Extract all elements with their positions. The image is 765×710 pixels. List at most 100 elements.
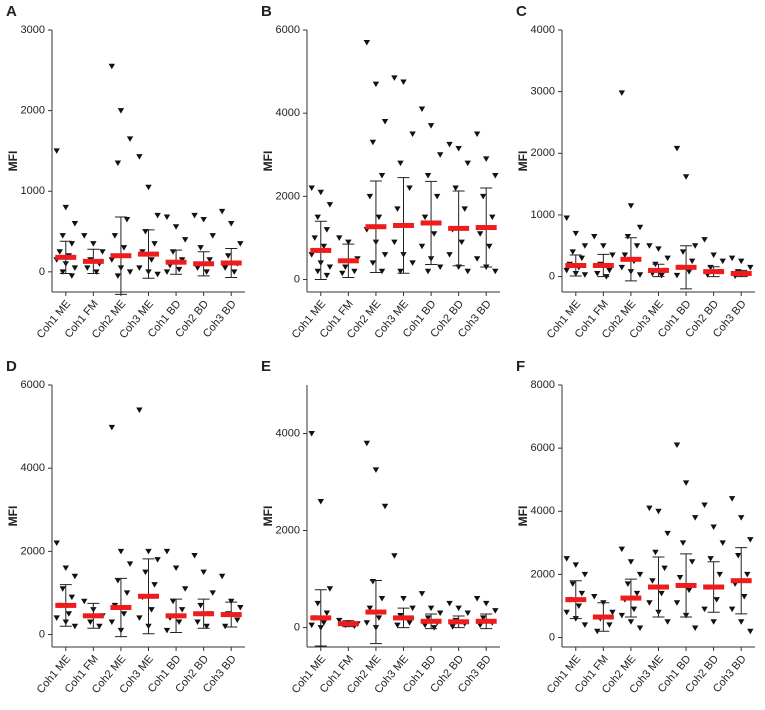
data-point — [701, 237, 708, 243]
data-point — [326, 586, 334, 592]
data-point — [136, 265, 143, 271]
data-point — [326, 202, 334, 208]
data-point — [719, 540, 726, 546]
data-point — [391, 75, 398, 81]
data-point — [618, 546, 626, 553]
mean-bar — [393, 222, 414, 228]
mean-bar — [82, 613, 104, 619]
data-point — [476, 231, 484, 237]
data-point — [314, 214, 321, 221]
data-point — [372, 467, 380, 473]
data-point — [707, 264, 714, 271]
data-point — [163, 627, 171, 634]
mean-bar — [620, 256, 642, 262]
data-point — [136, 154, 143, 160]
data-point — [427, 605, 435, 612]
y-tick-label: 8000 — [531, 379, 555, 391]
data-point — [685, 587, 693, 594]
data-point — [194, 265, 201, 271]
data-point — [572, 230, 579, 237]
data-point — [421, 622, 429, 629]
y-axis-label: MFI — [516, 506, 530, 527]
y-tick-label: 6000 — [21, 379, 45, 391]
data-point — [430, 231, 438, 237]
data-point — [664, 255, 671, 262]
data-point — [397, 160, 404, 167]
data-point — [111, 233, 119, 239]
panel-label: E — [261, 358, 271, 375]
data-point — [62, 204, 69, 211]
data-point — [231, 269, 238, 275]
data-point — [366, 605, 374, 612]
data-point — [114, 160, 122, 167]
data-point — [581, 571, 589, 578]
y-axis-label: MFI — [261, 506, 275, 527]
data-point — [163, 269, 171, 275]
data-point — [479, 193, 487, 200]
data-point — [142, 569, 149, 576]
mean-bar — [310, 615, 332, 621]
data-point — [394, 206, 401, 212]
y-tick-label: 0 — [294, 273, 300, 285]
data-point — [664, 619, 671, 625]
mean-bar — [565, 262, 587, 268]
data-point — [68, 273, 76, 279]
y-axis-label: MFI — [516, 151, 530, 172]
data-point — [400, 595, 407, 602]
data-point — [363, 440, 371, 447]
data-point — [747, 264, 754, 271]
data-point — [320, 243, 328, 250]
data-point — [673, 145, 681, 152]
data-point — [81, 598, 88, 605]
data-point — [148, 607, 155, 613]
data-point — [369, 579, 377, 585]
data-point — [56, 249, 63, 255]
data-point — [624, 234, 632, 240]
data-point — [237, 604, 244, 611]
data-point — [172, 224, 180, 230]
data-point — [572, 562, 579, 568]
data-point — [117, 108, 125, 114]
data-point — [446, 600, 453, 607]
data-point — [397, 268, 404, 275]
data-point — [336, 235, 343, 241]
data-point — [581, 243, 589, 249]
data-point — [633, 243, 641, 249]
mean-bar — [55, 254, 77, 260]
mean-bar — [110, 604, 132, 610]
y-tick-label: 0 — [549, 270, 555, 282]
data-point — [710, 619, 717, 625]
data-point — [391, 553, 398, 559]
y-tick-label: 3000 — [531, 86, 555, 98]
mean-bar — [82, 258, 104, 264]
data-point — [317, 189, 324, 196]
mean-bar — [703, 269, 725, 275]
data-point — [716, 571, 723, 578]
mean-bar — [138, 251, 159, 257]
data-point — [636, 571, 644, 578]
mean-bar — [110, 253, 132, 259]
data-point — [68, 241, 76, 247]
mean-bar — [365, 224, 387, 230]
mean-bar — [475, 618, 497, 624]
y-tick-label: 2000 — [531, 147, 555, 159]
data-point — [606, 267, 613, 274]
data-point — [446, 141, 453, 148]
mean-bar — [420, 220, 442, 226]
y-tick-label: 0 — [39, 628, 45, 640]
data-point — [394, 622, 401, 629]
data-point — [609, 252, 616, 259]
data-point — [606, 622, 613, 628]
data-point — [436, 610, 444, 617]
data-point — [734, 552, 742, 559]
data-point — [108, 63, 116, 70]
data-point — [738, 515, 745, 521]
data-point — [59, 269, 66, 275]
data-point — [591, 593, 598, 600]
data-point — [658, 590, 665, 597]
data-point — [108, 619, 116, 626]
data-point — [197, 245, 204, 251]
data-point — [381, 252, 389, 258]
data-point — [308, 185, 315, 192]
panel-label: C — [516, 3, 527, 20]
